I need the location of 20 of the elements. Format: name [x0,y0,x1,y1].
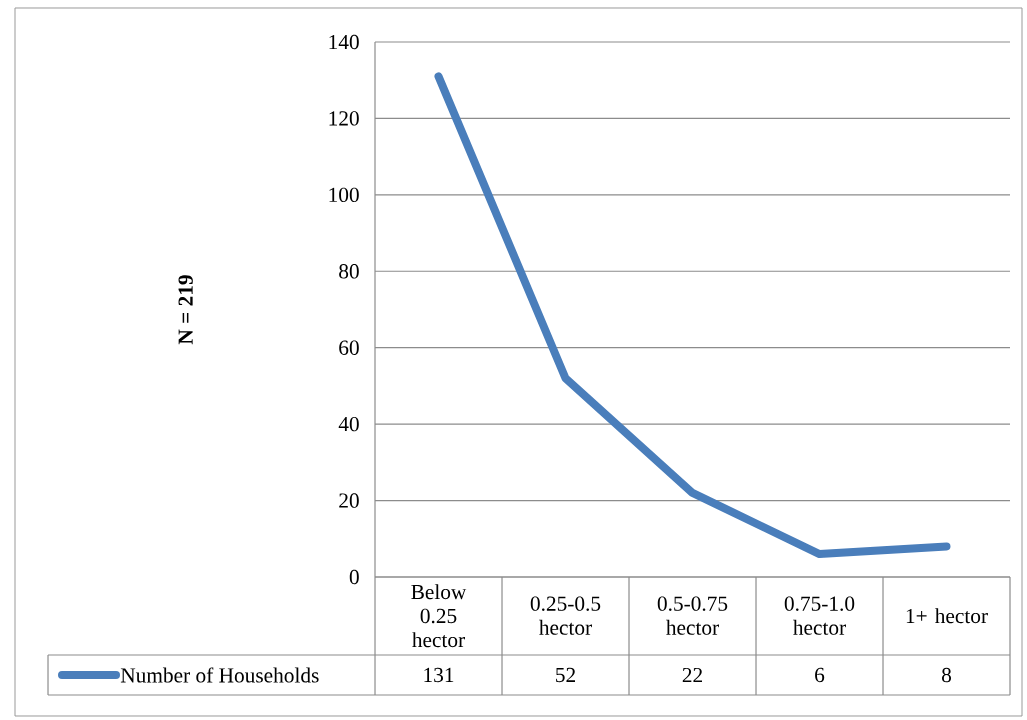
y-tick-label: 100 [329,187,359,203]
y-tick-label: 0 [349,569,359,585]
y-tick-label: 80 [339,264,359,279]
data-label: 52 [556,667,575,683]
data-label: 8 [941,667,952,683]
x-tick-label: 0.25-0.5 hector [530,596,601,635]
data-label: 22 [682,667,702,683]
x-tick-label: 1+ hector [906,608,988,624]
x-tick-label: Below 0.25 hector [411,584,467,648]
y-tick-label: 40 [338,416,359,432]
x-tick-label: 0.75-1.0 hector [784,596,855,635]
legend-label: Number of Households [120,667,319,683]
y-tick-label: 20 [339,493,359,508]
y-tick-label: 120 [329,111,359,126]
y-tick-label: 60 [339,340,359,355]
y-tick-label: 140 [329,34,359,50]
data-label: 131 [424,667,454,683]
data-label: 6 [815,667,825,683]
text: N = 219 [178,275,193,345]
x-tick-label: 0.5-0.75 hector [657,596,728,635]
